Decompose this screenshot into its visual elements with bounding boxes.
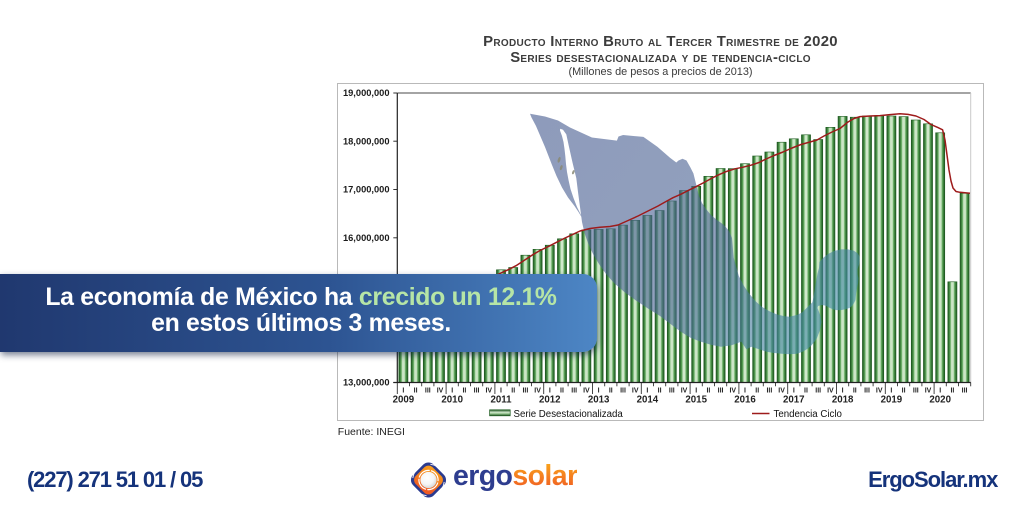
svg-text:17,000,000: 17,000,000 bbox=[343, 185, 390, 195]
svg-text:III: III bbox=[962, 387, 968, 394]
svg-text:I: I bbox=[695, 387, 697, 394]
svg-text:III: III bbox=[815, 387, 821, 394]
svg-text:I: I bbox=[744, 387, 746, 394]
svg-text:2019: 2019 bbox=[881, 394, 903, 405]
svg-text:III: III bbox=[620, 387, 626, 394]
svg-text:I: I bbox=[451, 387, 453, 394]
svg-text:II: II bbox=[706, 387, 710, 394]
svg-text:IV: IV bbox=[485, 387, 492, 394]
svg-text:III: III bbox=[522, 387, 528, 394]
svg-text:2011: 2011 bbox=[490, 394, 512, 405]
svg-text:II: II bbox=[609, 387, 613, 394]
svg-text:I: I bbox=[402, 387, 404, 394]
svg-text:18,000,000: 18,000,000 bbox=[343, 136, 390, 146]
svg-text:III: III bbox=[669, 387, 675, 394]
svg-text:II: II bbox=[414, 387, 418, 394]
svg-text:II: II bbox=[511, 387, 515, 394]
svg-text:I: I bbox=[646, 387, 648, 394]
svg-text:I: I bbox=[793, 387, 795, 394]
svg-text:IV: IV bbox=[534, 387, 541, 394]
svg-text:II: II bbox=[755, 387, 759, 394]
svg-text:IV: IV bbox=[778, 387, 785, 394]
svg-text:2009: 2009 bbox=[393, 394, 415, 405]
svg-text:II: II bbox=[804, 387, 808, 394]
svg-text:2018: 2018 bbox=[832, 394, 854, 405]
svg-text:II: II bbox=[658, 387, 662, 394]
svg-text:I: I bbox=[549, 387, 551, 394]
svg-text:19,000,000: 19,000,000 bbox=[343, 88, 390, 98]
svg-text:Serie Desestacionalizada: Serie Desestacionalizada bbox=[514, 409, 624, 420]
svg-text:2016: 2016 bbox=[734, 394, 756, 405]
svg-text:2013: 2013 bbox=[588, 394, 610, 405]
svg-text:I: I bbox=[890, 387, 892, 394]
svg-text:IV: IV bbox=[925, 387, 932, 394]
svg-text:2015: 2015 bbox=[685, 394, 707, 405]
svg-text:16,000,000: 16,000,000 bbox=[343, 233, 390, 243]
svg-text:2014: 2014 bbox=[637, 394, 659, 405]
svg-text:I: I bbox=[939, 387, 941, 394]
svg-text:III: III bbox=[766, 387, 772, 394]
svg-text:Fuente: INEGI: Fuente: INEGI bbox=[338, 426, 405, 438]
svg-text:I: I bbox=[842, 387, 844, 394]
svg-text:IV: IV bbox=[437, 387, 444, 394]
svg-text:2020: 2020 bbox=[929, 394, 951, 405]
svg-text:I: I bbox=[500, 387, 502, 394]
svg-text:2010: 2010 bbox=[441, 394, 463, 405]
svg-text:2017: 2017 bbox=[783, 394, 805, 405]
svg-text:IV: IV bbox=[632, 387, 639, 394]
svg-text:II: II bbox=[560, 387, 564, 394]
svg-text:II: II bbox=[950, 387, 954, 394]
svg-text:I: I bbox=[598, 387, 600, 394]
svg-text:IV: IV bbox=[876, 387, 883, 394]
svg-text:III: III bbox=[571, 387, 577, 394]
svg-text:IV: IV bbox=[681, 387, 688, 394]
svg-text:IV: IV bbox=[583, 387, 590, 394]
svg-text:III: III bbox=[425, 387, 431, 394]
svg-text:2012: 2012 bbox=[539, 394, 561, 405]
svg-text:III: III bbox=[718, 387, 724, 394]
svg-text:II: II bbox=[902, 387, 906, 394]
svg-text:IV: IV bbox=[729, 387, 736, 394]
svg-text:III: III bbox=[474, 387, 480, 394]
svg-text:IV: IV bbox=[827, 387, 834, 394]
svg-text:III: III bbox=[864, 387, 870, 394]
svg-text:II: II bbox=[462, 387, 466, 394]
svg-text:III: III bbox=[913, 387, 919, 394]
svg-text:II: II bbox=[853, 387, 857, 394]
svg-text:13,000,000: 13,000,000 bbox=[343, 378, 390, 388]
svg-text:Tendencia Ciclo: Tendencia Ciclo bbox=[774, 409, 842, 420]
